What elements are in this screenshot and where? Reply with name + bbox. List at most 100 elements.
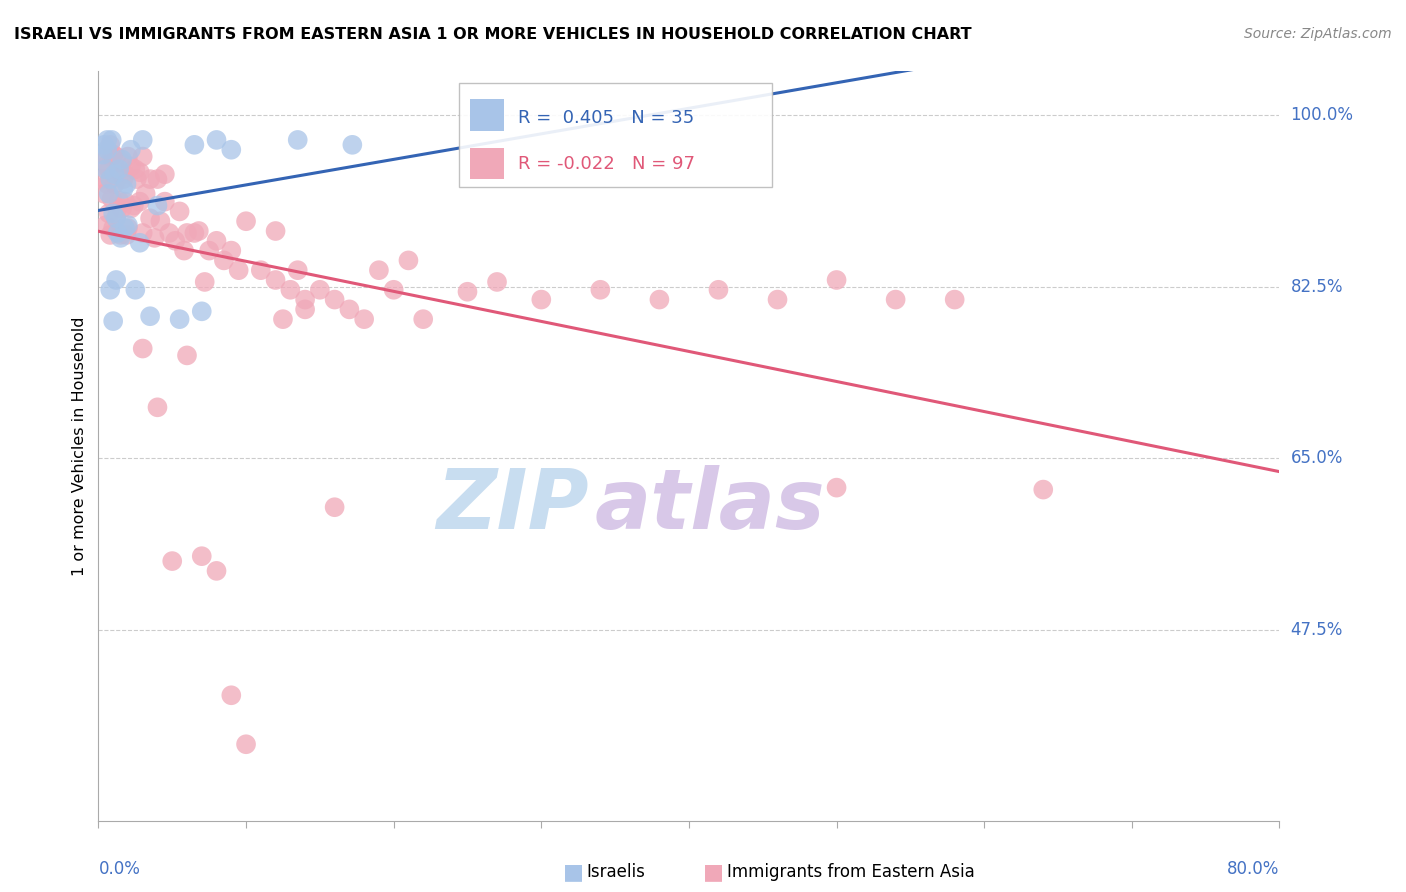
Point [103, 147, 125, 161]
Text: 47.5%: 47.5% [1291, 621, 1343, 639]
Point [339, 302, 361, 317]
Point [221, 688, 243, 702]
Point [98, 172, 121, 186]
Point [825, 273, 848, 287]
Point [110, 227, 132, 242]
Point [117, 218, 139, 232]
Point [648, 293, 671, 307]
Text: ISRAELI VS IMMIGRANTS FROM EASTERN ASIA 1 OR MORE VEHICLES IN HOUSEHOLD CORRELAT: ISRAELI VS IMMIGRANTS FROM EASTERN ASIA … [14, 27, 972, 42]
Point [91, 147, 114, 161]
Point [707, 283, 730, 297]
Point [110, 231, 132, 245]
Point [93, 137, 115, 152]
Point [368, 263, 391, 277]
FancyBboxPatch shape [458, 83, 772, 187]
Point [97, 206, 120, 220]
Text: 65.0%: 65.0% [1291, 450, 1343, 467]
Point [117, 221, 139, 235]
Point [235, 214, 257, 228]
Point [104, 167, 127, 181]
Point [94, 218, 117, 232]
Point [120, 202, 142, 216]
Point [108, 162, 131, 177]
Point [139, 211, 162, 226]
Point [94, 162, 117, 177]
Point [120, 160, 142, 174]
Point [412, 312, 434, 326]
Point [589, 283, 612, 297]
Point [98, 137, 121, 152]
Point [191, 549, 214, 564]
Point [153, 167, 176, 181]
Point [169, 312, 191, 326]
Point [146, 172, 169, 186]
Point [108, 165, 131, 179]
Point [169, 204, 191, 219]
Point [114, 167, 136, 181]
Point [96, 177, 118, 191]
Point [153, 194, 176, 209]
Point [205, 564, 228, 578]
Point [146, 401, 169, 415]
Point [105, 211, 128, 226]
Text: 80.0%: 80.0% [1227, 860, 1279, 878]
Point [194, 275, 217, 289]
Point [205, 234, 228, 248]
Point [132, 342, 155, 356]
Point [107, 202, 129, 216]
Point [280, 283, 302, 297]
Point [183, 226, 205, 240]
Point [187, 224, 209, 238]
Point [294, 293, 316, 307]
Point [104, 177, 127, 191]
Point [100, 192, 122, 206]
Point [96, 133, 118, 147]
Point [250, 263, 273, 277]
Point [191, 304, 214, 318]
Point [97, 162, 120, 177]
Point [132, 226, 155, 240]
Point [97, 186, 120, 201]
Point [96, 143, 118, 157]
Point [117, 150, 139, 164]
Point [135, 186, 157, 201]
Point [323, 500, 346, 515]
Point [91, 172, 114, 186]
Point [120, 143, 142, 157]
Point [124, 162, 146, 177]
Text: Immigrants from Eastern Asia: Immigrants from Eastern Asia [727, 863, 974, 881]
Text: R =  0.405   N = 35: R = 0.405 N = 35 [517, 109, 695, 128]
Text: Source: ZipAtlas.com: Source: ZipAtlas.com [1244, 27, 1392, 41]
Point [198, 244, 221, 258]
Point [143, 231, 166, 245]
Point [105, 273, 128, 287]
Point [287, 263, 309, 277]
Point [125, 172, 148, 186]
Point [264, 273, 287, 287]
Point [221, 143, 243, 157]
Point [124, 283, 146, 297]
Point [112, 172, 135, 186]
Point [294, 302, 316, 317]
Point [114, 194, 136, 209]
Point [183, 137, 205, 152]
Point [342, 137, 364, 152]
Point [103, 221, 125, 235]
Point [114, 221, 136, 235]
Point [128, 235, 150, 250]
Point [100, 150, 122, 164]
Point [228, 263, 250, 277]
Point [205, 133, 228, 147]
Text: 0.0%: 0.0% [98, 860, 141, 878]
Point [132, 133, 155, 147]
Point [93, 186, 115, 201]
Text: Israelis: Israelis [586, 863, 645, 881]
Point [98, 227, 121, 242]
Point [128, 194, 150, 209]
Point [287, 133, 309, 147]
Point [139, 310, 162, 324]
Point [221, 244, 243, 258]
Point [112, 182, 135, 196]
Point [353, 312, 375, 326]
Point [162, 554, 183, 568]
